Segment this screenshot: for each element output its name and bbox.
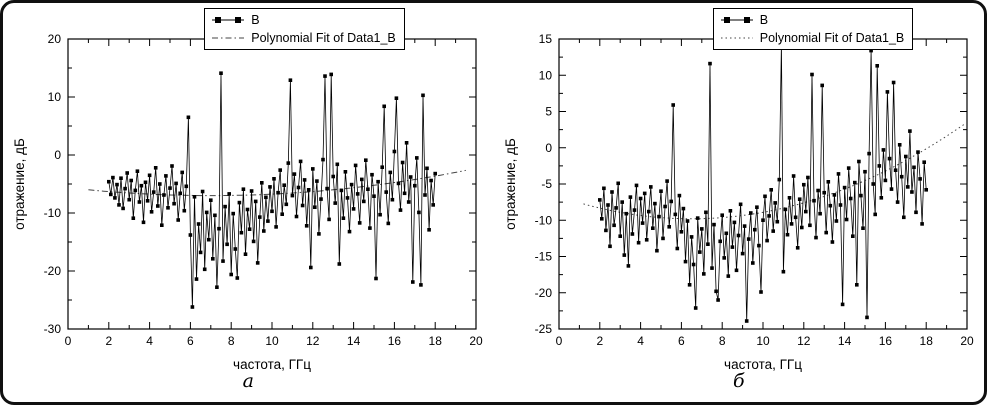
- svg-text:0: 0: [555, 334, 562, 348]
- fit-line-icon: [720, 37, 753, 39]
- fit-line-icon: [212, 37, 245, 39]
- svg-text:6: 6: [187, 334, 194, 348]
- svg-text:-25: -25: [534, 322, 552, 336]
- svg-text:0: 0: [55, 148, 62, 162]
- svg-text:18: 18: [919, 334, 933, 348]
- svg-text:12: 12: [797, 334, 811, 348]
- svg-text:8: 8: [719, 334, 726, 348]
- svg-text:10: 10: [48, 90, 62, 104]
- x-axis-label: частота, ГГц: [233, 357, 311, 372]
- legend-label-series: B: [759, 13, 769, 27]
- svg-text:10: 10: [538, 68, 552, 82]
- chart-a: 0 2 4 6 8 10 12 14 16 18 20 -30 -20 -10 0 10 20 частота, …: [8, 7, 488, 373]
- svg-text:4: 4: [637, 334, 644, 348]
- fit-line: [583, 122, 967, 220]
- svg-text:14: 14: [347, 334, 361, 348]
- fit-line: [88, 169, 467, 197]
- series-marker-icon: [212, 17, 245, 24]
- svg-text:20: 20: [470, 334, 484, 348]
- svg-text:-5: -5: [541, 177, 552, 191]
- svg-text:-20: -20: [534, 286, 552, 300]
- chart-b: 0 2 4 6 8 10 12 14 16 18 20 -25 -20 -15 -10 -5 0 5 10 15 час…: [499, 7, 979, 373]
- data-markers: [107, 71, 438, 309]
- panel-label-a: а: [242, 370, 254, 392]
- plot: 0 2 4 6 8 10 12 14 16 18 20 -25 -20 -15 -10 -5 0 5 10 15 час…: [503, 32, 974, 372]
- svg-text:10: 10: [756, 334, 770, 348]
- tick-labels: 0 2 4 6 8 10 12 14 16 18 20 -25 -20 -15 -10 -5 0 5 10 15: [534, 32, 973, 348]
- legend-item-series: B: [720, 11, 905, 29]
- svg-text:8: 8: [228, 334, 235, 348]
- svg-text:12: 12: [306, 334, 320, 348]
- svg-text:18: 18: [429, 334, 443, 348]
- legend-item-series: B: [211, 11, 396, 29]
- legend-item-fit: Polynomial Fit of Data1_B: [211, 29, 396, 47]
- legend-item-fit: Polynomial Fit of Data1_B: [720, 29, 905, 47]
- svg-text:5: 5: [545, 105, 552, 119]
- svg-text:4: 4: [147, 334, 154, 348]
- legend-label-fit: Polynomial Fit of Data1_B: [759, 31, 905, 46]
- svg-text:16: 16: [878, 334, 892, 348]
- svg-text:-30: -30: [44, 322, 62, 336]
- y-axis-label: отражение, дБ: [12, 138, 27, 230]
- svg-text:0: 0: [65, 334, 72, 348]
- svg-text:2: 2: [596, 334, 603, 348]
- svg-text:-20: -20: [44, 264, 62, 278]
- panel-label-b: б: [732, 370, 745, 392]
- legend: B Polynomial Fit of Data1_B: [712, 8, 914, 51]
- legend-label-fit: Polynomial Fit of Data1_B: [251, 31, 396, 46]
- plot-frame: [558, 38, 968, 330]
- svg-text:-10: -10: [44, 206, 62, 220]
- svg-text:14: 14: [838, 334, 852, 348]
- svg-text:-10: -10: [534, 213, 552, 227]
- svg-text:20: 20: [48, 32, 62, 46]
- chart-panel-a: 0 2 4 6 8 10 12 14 16 18 20 -30 -20 -10 0 10 20 частота, …: [3, 3, 494, 402]
- svg-text:15: 15: [538, 32, 552, 46]
- svg-text:-15: -15: [534, 250, 552, 264]
- plot: 0 2 4 6 8 10 12 14 16 18 20 -30 -20 -10 0 10 20 частота, …: [12, 32, 483, 372]
- svg-text:20: 20: [960, 334, 974, 348]
- svg-text:0: 0: [545, 141, 552, 155]
- data-markers: [597, 42, 928, 323]
- legend-label-series: B: [251, 13, 260, 27]
- svg-text:6: 6: [678, 334, 685, 348]
- svg-text:10: 10: [266, 334, 280, 348]
- svg-text:16: 16: [388, 334, 402, 348]
- x-axis-label: частота, ГГц: [724, 357, 802, 372]
- series-marker-icon: [720, 17, 753, 24]
- tick-labels: 0 2 4 6 8 10 12 14 16 18 20 -30 -20 -10 0 10 20: [44, 32, 483, 348]
- chart-panel-b: 0 2 4 6 8 10 12 14 16 18 20 -25 -20 -15 -10 -5 0 5 10 15 час…: [494, 3, 985, 402]
- legend: B Polynomial Fit of Data1_B: [204, 8, 405, 51]
- svg-text:2: 2: [106, 334, 113, 348]
- y-axis-label: отражение, дБ: [503, 138, 518, 230]
